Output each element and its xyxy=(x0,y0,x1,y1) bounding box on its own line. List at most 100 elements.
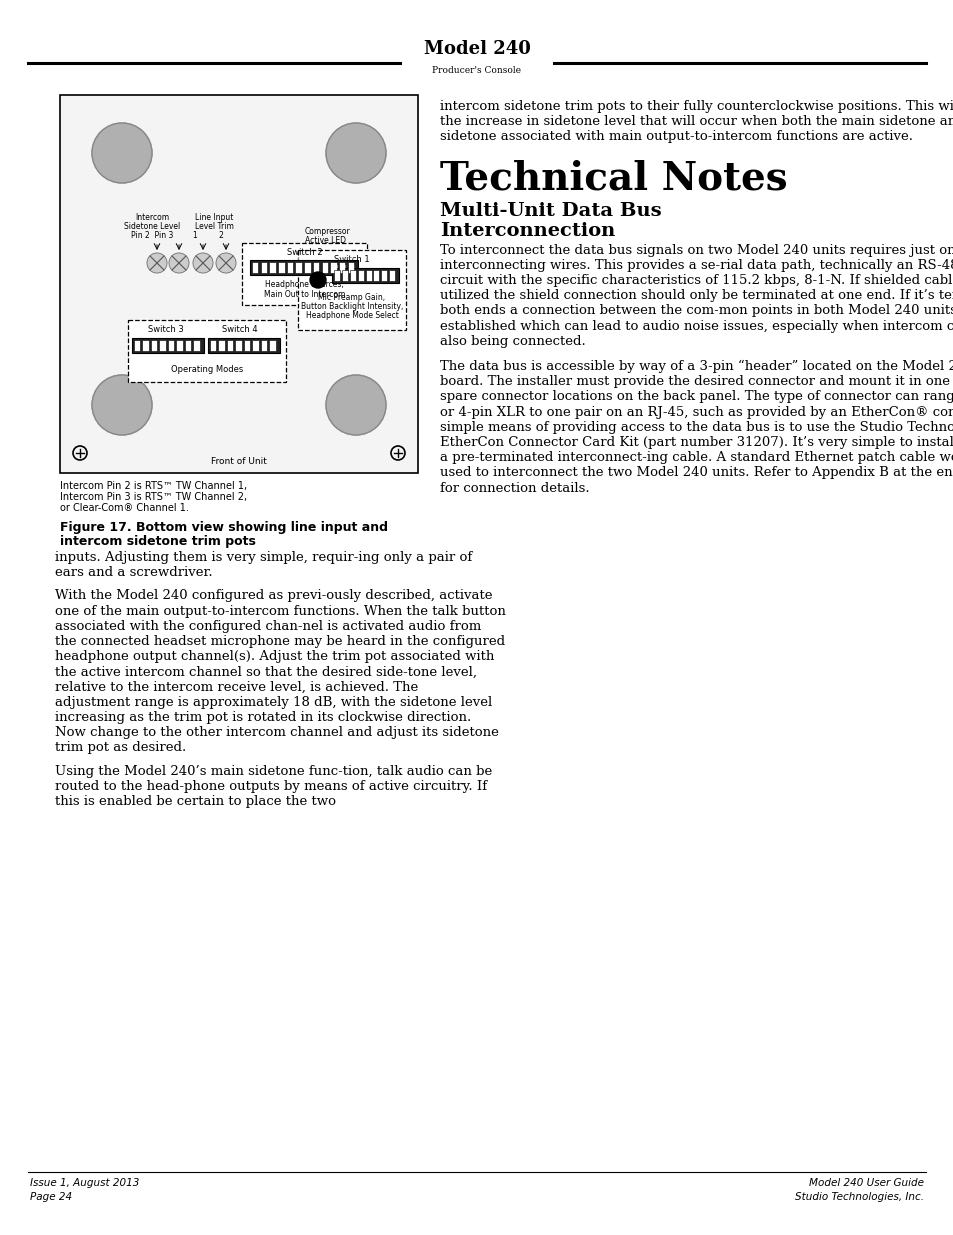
Bar xyxy=(330,262,336,273)
Text: Switch 3: Switch 3 xyxy=(148,325,184,333)
Text: Main Out to Intercom: Main Out to Intercom xyxy=(264,290,345,299)
Bar xyxy=(389,270,395,282)
Text: Multi-Unit Data Bus: Multi-Unit Data Bus xyxy=(439,201,661,220)
Text: Switch 1: Switch 1 xyxy=(334,254,370,264)
Text: associated with the configured chan-nel is activated audio from: associated with the configured chan-nel … xyxy=(55,620,480,632)
Text: 2: 2 xyxy=(343,264,346,268)
Bar xyxy=(176,340,183,351)
Text: 8: 8 xyxy=(391,264,394,268)
Text: Producer's Console: Producer's Console xyxy=(432,65,521,75)
Text: 7: 7 xyxy=(383,264,385,268)
Text: 5: 5 xyxy=(246,335,249,338)
Bar xyxy=(193,340,200,351)
Bar xyxy=(227,340,233,351)
Text: increasing as the trim pot is rotated in its clockwise direction.: increasing as the trim pot is rotated in… xyxy=(55,711,471,724)
Text: 9: 9 xyxy=(323,257,326,261)
Text: 6: 6 xyxy=(178,335,181,338)
Text: Interconnection: Interconnection xyxy=(439,221,615,240)
Circle shape xyxy=(91,124,152,183)
Bar xyxy=(218,340,225,351)
Text: the active intercom channel so that the desired side-tone level,: the active intercom channel so that the … xyxy=(55,666,476,678)
Text: 7: 7 xyxy=(263,335,265,338)
Text: one of the main output-to-intercom functions. When the talk button: one of the main output-to-intercom funct… xyxy=(55,605,505,618)
Text: 1: 1 xyxy=(212,335,214,338)
Text: 1: 1 xyxy=(335,264,338,268)
Text: sidetone associated with main output-to-intercom functions are active.: sidetone associated with main output-to-… xyxy=(439,131,912,143)
Circle shape xyxy=(326,124,386,183)
Text: Pin 2  Pin 3: Pin 2 Pin 3 xyxy=(131,231,173,240)
Text: 7: 7 xyxy=(306,257,309,261)
Text: a pre-terminated interconnect-ing cable. A standard Ethernet patch cable would t: a pre-terminated interconnect-ing cable.… xyxy=(439,451,953,464)
Text: Model 240: Model 240 xyxy=(423,40,530,58)
Bar xyxy=(347,262,354,273)
Bar xyxy=(133,340,140,351)
Text: Front of Unit: Front of Unit xyxy=(211,457,267,466)
Text: Page 24: Page 24 xyxy=(30,1192,72,1202)
Text: Sidetone Level: Sidetone Level xyxy=(124,222,180,231)
Text: 8: 8 xyxy=(195,335,198,338)
Text: adjustment range is approximately 18 dB, with the sidetone level: adjustment range is approximately 18 dB,… xyxy=(55,695,492,709)
Text: 6: 6 xyxy=(297,257,300,261)
Bar xyxy=(235,340,242,351)
Bar xyxy=(185,340,192,351)
Text: circuit with the specific characteristics of 115.2 kbps, 8-1-N. If shielded cabl: circuit with the specific characteristic… xyxy=(439,274,953,287)
Text: 11: 11 xyxy=(339,257,344,261)
Text: established which can lead to audio noise issues, especially when intercom circu: established which can lead to audio nois… xyxy=(439,320,953,332)
Text: board. The installer must provide the desired connector and mount it in one of t: board. The installer must provide the de… xyxy=(439,375,953,388)
Text: or Clear-Com® Channel 1.: or Clear-Com® Channel 1. xyxy=(60,503,189,513)
Text: 6: 6 xyxy=(375,264,377,268)
Text: 3: 3 xyxy=(152,335,155,338)
Bar xyxy=(338,262,345,273)
Text: Studio Technologies, Inc.: Studio Technologies, Inc. xyxy=(794,1192,923,1202)
Text: 7: 7 xyxy=(187,335,190,338)
Text: simple means of providing access to the data bus is to use the Studio Technolo-g: simple means of providing access to the … xyxy=(439,421,953,433)
Bar xyxy=(208,338,280,353)
Bar xyxy=(269,340,275,351)
Bar xyxy=(244,340,251,351)
Bar xyxy=(142,340,149,351)
Text: Now change to the other intercom channel and adjust its sidetone: Now change to the other intercom channel… xyxy=(55,726,498,740)
Text: 2: 2 xyxy=(262,257,265,261)
Text: Technical Notes: Technical Notes xyxy=(439,159,787,198)
Circle shape xyxy=(326,375,386,435)
Bar xyxy=(332,268,398,283)
Circle shape xyxy=(193,253,213,273)
Bar xyxy=(210,340,216,351)
Bar xyxy=(260,262,267,273)
Text: headphone output channel(s). Adjust the trim pot associated with: headphone output channel(s). Adjust the … xyxy=(55,650,494,663)
Text: Line Input: Line Input xyxy=(194,212,233,222)
Circle shape xyxy=(310,272,326,288)
Text: this is enabled be certain to place the two: this is enabled be certain to place the … xyxy=(55,795,335,808)
Text: inputs. Adjusting them is very simple, requir-ing only a pair of: inputs. Adjusting them is very simple, r… xyxy=(55,551,472,564)
Bar xyxy=(269,262,275,273)
Text: Button Backlight Intensity,: Button Backlight Intensity, xyxy=(300,303,403,311)
Text: To interconnect the data bus signals on two Model 240 units requires just one pa: To interconnect the data bus signals on … xyxy=(439,243,953,257)
Bar xyxy=(128,320,286,382)
Text: 8: 8 xyxy=(314,257,317,261)
Text: used to interconnect the two Model 240 units. Refer to Appendix B at the end of : used to interconnect the two Model 240 u… xyxy=(439,467,953,479)
Text: Operating Modes: Operating Modes xyxy=(171,366,243,374)
Bar xyxy=(252,262,258,273)
Text: 5: 5 xyxy=(367,264,370,268)
Text: Intercom: Intercom xyxy=(134,212,169,222)
Text: 3: 3 xyxy=(229,335,232,338)
Text: the connected headset microphone may be heard in the configured: the connected headset microphone may be … xyxy=(55,635,504,648)
Text: 1         2: 1 2 xyxy=(193,231,223,240)
Text: Figure 17. Bottom view showing line input and: Figure 17. Bottom view showing line inpu… xyxy=(60,521,388,534)
Bar xyxy=(381,270,387,282)
Text: utilized the shield connection should only be terminated at one end. If it’s ter: utilized the shield connection should on… xyxy=(439,289,953,303)
Text: Switch 2: Switch 2 xyxy=(287,248,322,257)
Text: Using the Model 240’s main sidetone func-tion, talk audio can be: Using the Model 240’s main sidetone func… xyxy=(55,764,492,778)
Text: Issue 1, August 2013: Issue 1, August 2013 xyxy=(30,1178,139,1188)
Bar xyxy=(295,262,302,273)
Bar xyxy=(321,262,328,273)
Circle shape xyxy=(147,253,167,273)
Text: 4: 4 xyxy=(280,257,282,261)
Bar xyxy=(365,270,372,282)
Text: The data bus is accessible by way of a 3-pin “header” located on the Model 240’s: The data bus is accessible by way of a 3… xyxy=(439,359,953,373)
Bar xyxy=(297,249,406,330)
Bar xyxy=(304,262,311,273)
Text: 12: 12 xyxy=(348,257,354,261)
Text: intercom sidetone trim pots to their fully counterclockwise positions. This will: intercom sidetone trim pots to their ful… xyxy=(439,100,953,112)
Text: Intercom Pin 2 is RTS™ TW Channel 1,: Intercom Pin 2 is RTS™ TW Channel 1, xyxy=(60,480,247,492)
